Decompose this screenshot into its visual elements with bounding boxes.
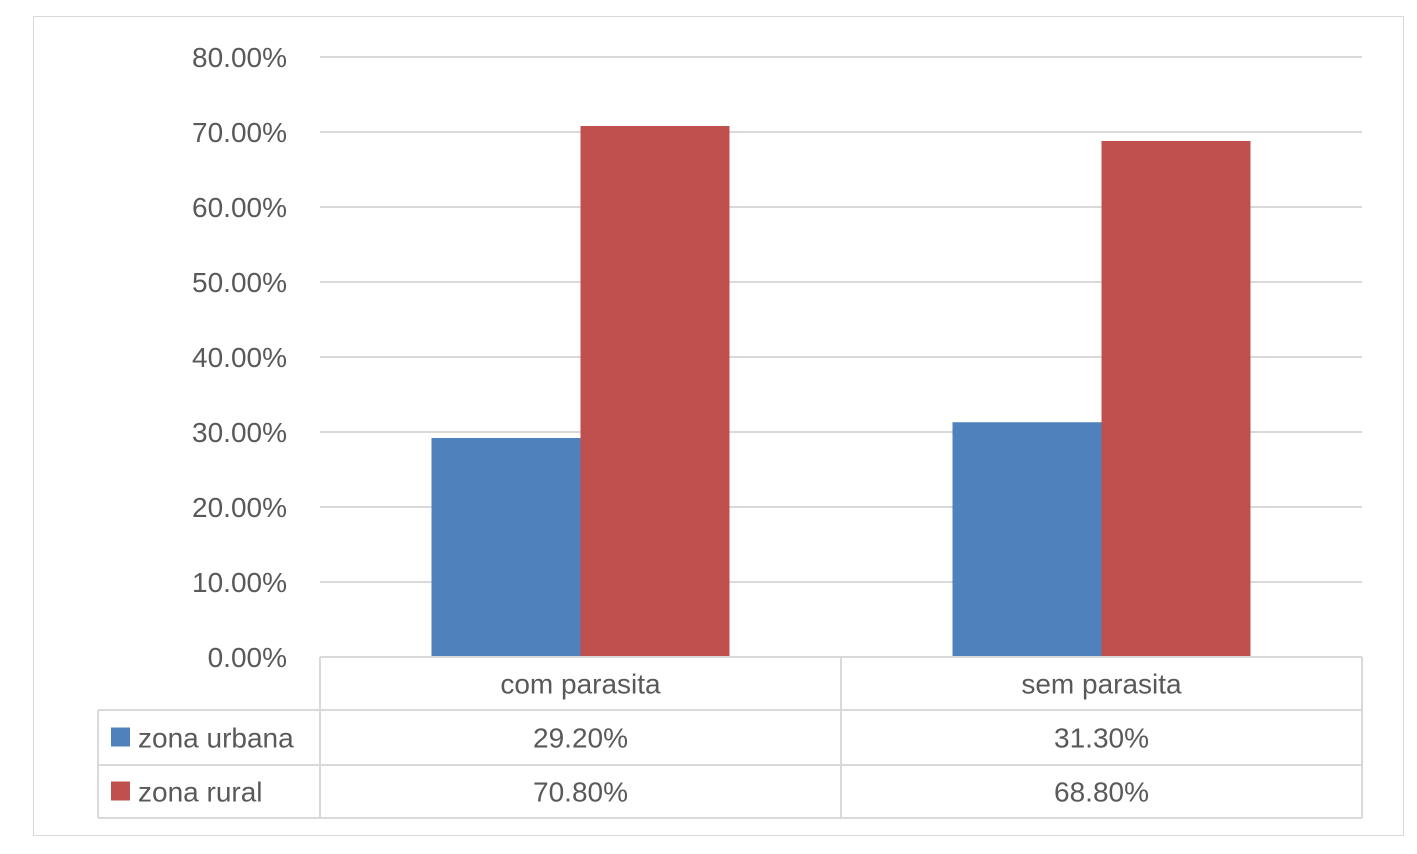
legend-label-1: zona rural xyxy=(138,777,263,808)
y-tick-label-4: 40.00% xyxy=(192,342,287,373)
y-tick-label-2: 20.00% xyxy=(192,492,287,523)
bar-zona-urbana-sem-parasita xyxy=(952,422,1102,657)
y-tick-label-1: 10.00% xyxy=(192,567,287,598)
y-tick-label-3: 30.00% xyxy=(192,417,287,448)
y-tick-label-6: 60.00% xyxy=(192,192,287,223)
legend-key-1 xyxy=(111,781,130,801)
y-tick-label-5: 50.00% xyxy=(192,267,287,298)
legend-key-0 xyxy=(111,727,130,747)
data-label-1-0: 70.80% xyxy=(533,777,628,808)
category-label-0: com parasita xyxy=(500,669,661,700)
data-label-1-1: 68.80% xyxy=(1054,777,1149,808)
legend-label-0: zona urbana xyxy=(138,723,294,754)
category-label-1: sem parasita xyxy=(1021,669,1182,700)
y-tick-label-7: 70.00% xyxy=(192,117,287,148)
bar-zona-rural-sem-parasita xyxy=(1101,141,1251,657)
y-tick-label-0: 0.00% xyxy=(208,642,287,673)
y-tick-label-8: 80.00% xyxy=(192,42,287,73)
bar-zona-rural-com-parasita xyxy=(580,126,730,657)
bar-zona-urbana-com-parasita xyxy=(431,438,581,657)
data-label-0-0: 29.20% xyxy=(533,723,628,754)
data-label-0-1: 31.30% xyxy=(1054,723,1149,754)
